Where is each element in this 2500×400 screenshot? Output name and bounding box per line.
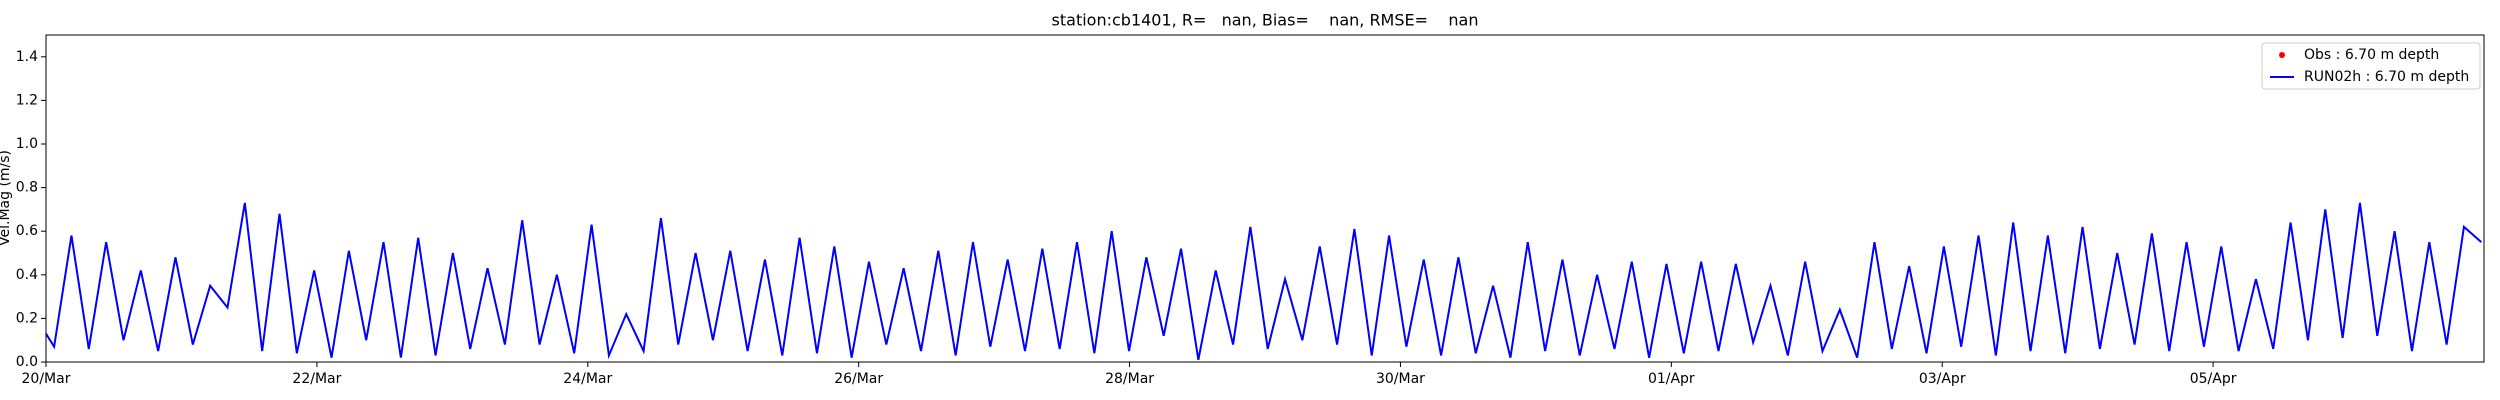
y-tick-label: 0.4 <box>16 267 38 283</box>
x-tick-label: 05/Apr <box>2190 371 2237 387</box>
chart-title: station:cb1401, R= nan, Bias= nan, RMSE=… <box>1052 11 1479 30</box>
y-tick-label: 1.4 <box>16 49 38 65</box>
y-tick-label: 0.2 <box>16 310 38 326</box>
y-tick-label: 0.6 <box>16 223 38 239</box>
x-tick-label: 03/Apr <box>1919 371 1966 387</box>
legend-label: RUN02h : 6.70 m depth <box>2304 69 2469 85</box>
y-tick-label: 1.2 <box>16 92 38 108</box>
x-tick-label: 20/Mar <box>22 371 71 387</box>
x-tick-label: 30/Mar <box>1376 371 1425 387</box>
x-tick-label: 22/Mar <box>292 371 341 387</box>
legend-label: Obs : 6.70 m depth <box>2304 47 2439 63</box>
y-tick-label: 0.0 <box>16 354 38 370</box>
x-tick-label: 26/Mar <box>834 371 883 387</box>
x-tick-label: 28/Mar <box>1105 371 1154 387</box>
series-line <box>45 202 2482 361</box>
y-axis-label: Vel.Mag (m/s) <box>0 150 13 246</box>
legend-marker <box>2279 52 2285 58</box>
y-tick-label: 1.0 <box>16 136 38 152</box>
x-tick-label: 01/Apr <box>1648 371 1695 387</box>
legend-box <box>2261 42 2481 90</box>
y-tick-label: 0.8 <box>16 180 38 196</box>
x-tick-label: 24/Mar <box>563 371 612 387</box>
plot-frame <box>45 34 2485 363</box>
